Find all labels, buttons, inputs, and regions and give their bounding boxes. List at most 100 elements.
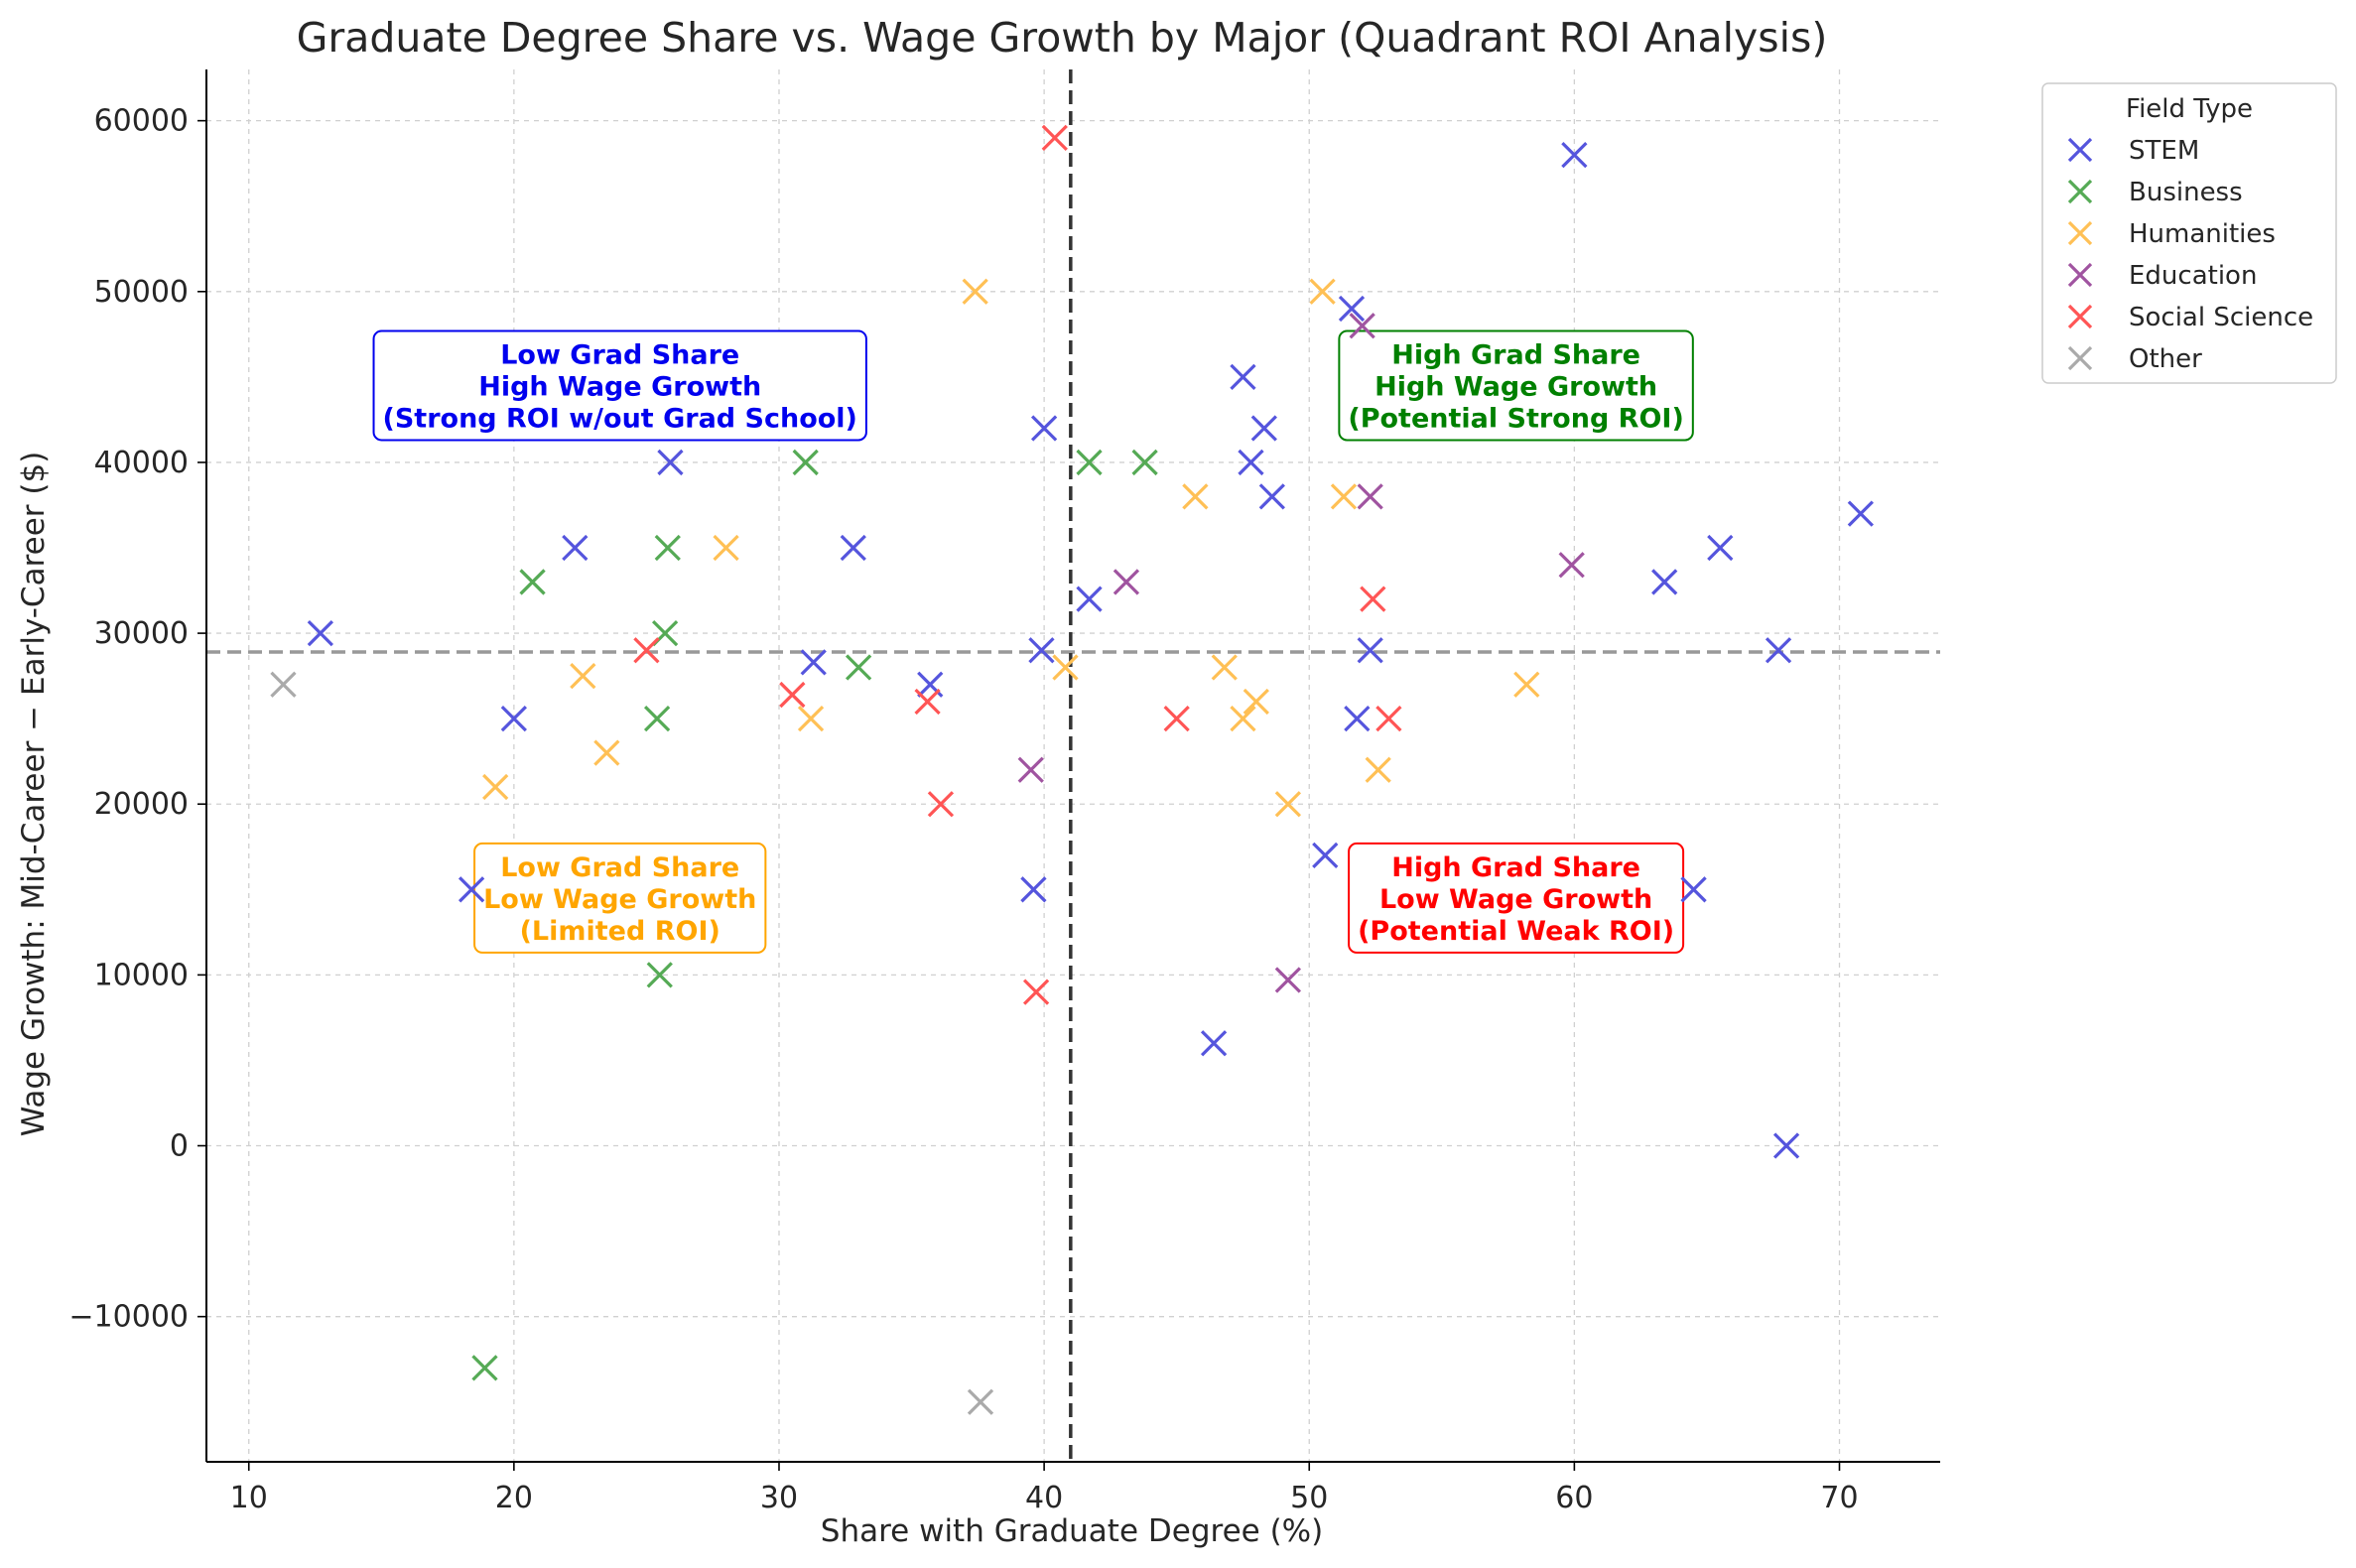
legend-label-humanities: Humanities xyxy=(2129,219,2276,249)
grid-lines xyxy=(206,69,1940,1462)
point-stem xyxy=(840,534,866,562)
point-stem xyxy=(1765,637,1792,664)
point-business xyxy=(1131,449,1158,476)
point-stem xyxy=(1200,1030,1228,1057)
point-other xyxy=(270,671,297,698)
quadrant-label-line: High Grad Share xyxy=(1391,852,1640,883)
x-axis-label: Share with Graduate Degree (%) xyxy=(821,1513,1323,1549)
legend-title: Field Type xyxy=(2126,94,2253,124)
point-stem xyxy=(800,649,827,676)
y-tick-label: 60000 xyxy=(94,104,189,139)
point-stem xyxy=(1772,1132,1800,1159)
legend-label-other: Other xyxy=(2129,344,2202,374)
point-stem xyxy=(1561,141,1588,169)
reference-lines xyxy=(206,69,1940,1462)
series-stem xyxy=(307,141,1874,1159)
quadrant-label-line: Low Wage Growth xyxy=(1379,884,1652,915)
quadrant-label-line: (Strong ROI w/out Grad School) xyxy=(383,403,857,434)
point-stem xyxy=(1030,415,1058,442)
y-axis-label: Wage Growth: Mid-Career − Early-Career (… xyxy=(16,452,52,1137)
legend-label-education: Education xyxy=(2129,261,2257,291)
point-business xyxy=(519,569,546,595)
y-tick-label: 30000 xyxy=(94,616,189,651)
point-humanities xyxy=(1274,791,1302,818)
series-humanities xyxy=(482,278,1540,818)
legend-label-business: Business xyxy=(2129,178,2243,207)
x-tick-label: 30 xyxy=(760,1481,798,1515)
point-stem xyxy=(1357,637,1383,664)
legend: Field Type STEM Business Humanities Educati… xyxy=(2041,82,2337,384)
point-humanities xyxy=(797,706,825,732)
point-stem xyxy=(458,876,485,903)
x-tick-label: 60 xyxy=(1555,1481,1593,1515)
quadrant-label-line: (Potential Strong ROI) xyxy=(1348,403,1683,434)
point-business xyxy=(845,654,872,681)
point-social-science xyxy=(1163,706,1190,732)
point-stem xyxy=(307,619,333,647)
quadrant-label-line: High Wage Growth xyxy=(478,371,761,402)
point-education xyxy=(1113,569,1140,595)
point-stem xyxy=(562,534,589,562)
x-tick-label: 50 xyxy=(1290,1481,1328,1515)
x-tick-label: 20 xyxy=(495,1481,533,1515)
point-social-science xyxy=(779,681,806,709)
x-tick-label: 70 xyxy=(1820,1481,1858,1515)
point-business xyxy=(646,962,673,988)
point-social-science xyxy=(1375,706,1402,732)
quadrant-label-line: Low Grad Share xyxy=(500,852,739,883)
point-stem xyxy=(1076,586,1103,612)
legend-marker-business xyxy=(2067,179,2093,204)
point-education xyxy=(1274,967,1302,993)
series-social-science xyxy=(633,124,1402,1005)
quadrant-label-line: Low Wage Growth xyxy=(483,884,756,915)
quadrant-label-box xyxy=(473,842,767,954)
point-social-science xyxy=(1041,124,1068,151)
point-stem xyxy=(1338,295,1366,323)
point-stem xyxy=(1258,483,1285,510)
point-stem xyxy=(1020,876,1047,903)
legend-frame xyxy=(2041,82,2337,384)
point-humanities xyxy=(482,773,509,801)
point-humanities xyxy=(1182,483,1209,510)
point-social-science xyxy=(633,637,660,664)
legend-marker-other xyxy=(2067,345,2093,371)
point-other xyxy=(967,1388,994,1415)
point-humanities xyxy=(1052,654,1079,681)
point-stem xyxy=(1707,534,1734,562)
point-social-science xyxy=(1360,586,1386,612)
quadrant-label-line: (Limited ROI) xyxy=(520,916,720,947)
point-humanities xyxy=(1243,688,1269,716)
series-education xyxy=(1017,313,1585,993)
legend-marker-education xyxy=(2067,262,2093,288)
point-humanities xyxy=(713,534,739,562)
quadrant-label-line: Low Grad Share xyxy=(500,339,739,370)
legend-marker-stem xyxy=(2067,137,2093,163)
point-business xyxy=(792,449,819,476)
point-business xyxy=(643,706,671,732)
quadrant-label-box xyxy=(1338,329,1694,442)
point-education xyxy=(1017,756,1044,783)
point-humanities xyxy=(1513,671,1540,698)
point-education xyxy=(1558,552,1585,579)
legend-marker-humanities xyxy=(2067,220,2093,246)
y-tick-label: 0 xyxy=(170,1129,189,1164)
point-stem xyxy=(1312,842,1339,869)
legend-label-stem: STEM xyxy=(2129,136,2199,166)
point-humanities xyxy=(1365,756,1391,783)
point-business xyxy=(1076,449,1103,476)
legend-marker-social-science xyxy=(2067,304,2093,329)
quadrant-label-line: High Grad Share xyxy=(1391,339,1640,370)
point-humanities xyxy=(1330,483,1358,510)
chart-title: Graduate Degree Share vs. Wage Growth by… xyxy=(297,14,1828,62)
series-other xyxy=(270,671,994,1415)
point-social-science xyxy=(914,688,941,716)
point-stem xyxy=(1230,363,1256,390)
point-stem xyxy=(1651,569,1678,595)
quadrant-label-box xyxy=(372,329,867,442)
legend-label-social-science: Social Science xyxy=(2129,303,2313,332)
quadrant-label-line: (Potential Weak ROI) xyxy=(1358,916,1674,947)
point-stem xyxy=(657,449,684,476)
